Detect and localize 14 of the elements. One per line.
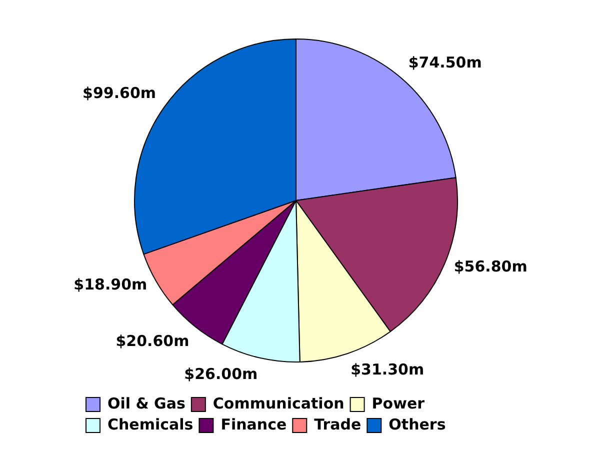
data-label: $20.60m xyxy=(116,332,190,350)
data-label: $99.60m xyxy=(82,84,156,102)
legend-label: Power xyxy=(372,394,426,412)
data-label: $74.50m xyxy=(408,53,482,72)
data-label: $56.80m xyxy=(454,258,528,276)
legend-label: Communication xyxy=(212,394,344,412)
legend-label: Others xyxy=(388,415,446,434)
data-label: $18.90m xyxy=(74,276,148,294)
legend-label: Chemicals xyxy=(108,415,194,434)
legend-label: Trade xyxy=(314,415,362,434)
legend-label: Oil & Gas xyxy=(108,394,186,412)
legend-label: Finance xyxy=(220,415,287,434)
data-label: $31.30m xyxy=(350,360,424,378)
data-label: $26.00m xyxy=(184,365,258,384)
